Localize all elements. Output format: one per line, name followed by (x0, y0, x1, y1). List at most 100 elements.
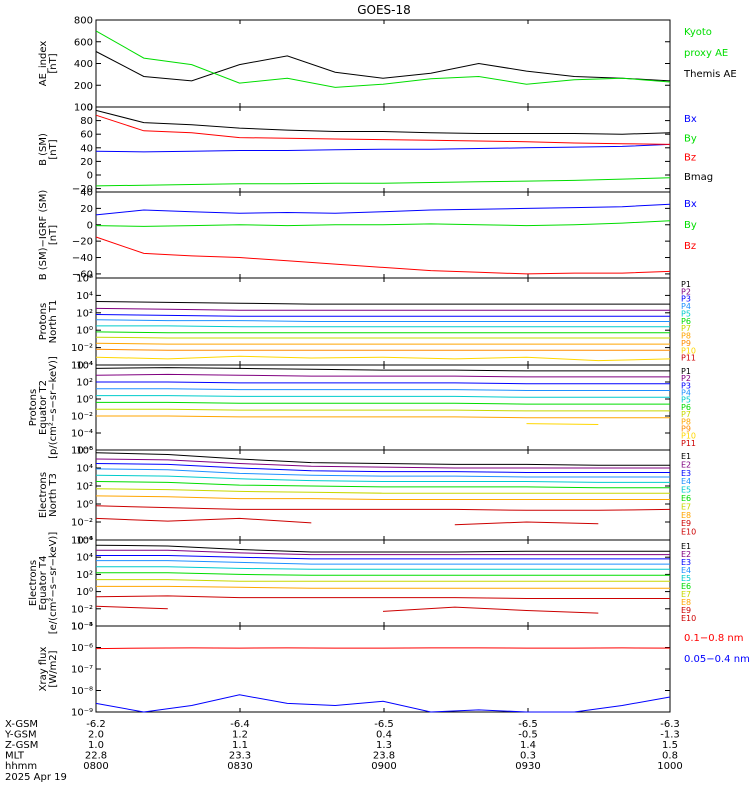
series-line-P1 (95, 301, 670, 305)
ephemeris-value: 1000 (657, 761, 682, 772)
series-line-E7 (96, 579, 670, 582)
ephemeris-value: 22.8 (85, 751, 107, 762)
y-axis-label: Equator T2 (38, 380, 49, 435)
y-axis-label: [nT] (48, 225, 59, 245)
ephemeris-value: 1.1 (232, 740, 248, 751)
date-label: 2025 Apr 19 (5, 772, 67, 783)
series-line-P4 (95, 319, 670, 322)
series-line-P4 (96, 388, 670, 391)
series-line-E9 (95, 505, 671, 511)
series-line-E9 (95, 595, 670, 599)
y-tick-label: 20 (80, 157, 93, 168)
ephemeris-value: -6.4 (230, 719, 250, 730)
legend-label: E9 (681, 519, 691, 528)
y-tick-label: −20 (72, 184, 93, 195)
panel-frame (95, 539, 671, 627)
series-line-E10 (382, 606, 599, 614)
series-line-P9 (95, 348, 670, 351)
y-axis-label: [p/(cm²−s−sr−keV)] (48, 356, 59, 459)
ephemeris-value: 0830 (227, 761, 252, 772)
legend-label: Bx (684, 199, 697, 210)
series-line-Kyoto proxy AE (95, 30, 671, 88)
y-tick-label: 10⁶ (76, 536, 93, 547)
y-tick-label: 200 (74, 81, 93, 92)
ephemeris-value: -6.3 (660, 719, 680, 730)
legend-label: Themis AE (683, 69, 737, 80)
legend-label: P11 (681, 354, 696, 363)
y-tick-label: 10⁻⁴ (71, 536, 93, 547)
legend-label: Bx (684, 114, 697, 125)
ephemeris-row-label: MLT (5, 751, 25, 762)
legend-label: 0.1−0.8 nm (684, 633, 743, 644)
series-line-E4 (95, 468, 670, 478)
y-tick-label: 0 (87, 220, 93, 231)
ephemeris-value: -6.2 (86, 719, 106, 730)
y-axis-label: [nT] (48, 139, 59, 159)
x-axis-labels: X-GSM -6.2 -6.4 -6.5 -6.5 -6.3 Y-GSM 2.0 1.2 0.4 -… (4, 719, 683, 783)
y-tick-label: 20 (80, 204, 93, 215)
ephemeris-value: -6.5 (518, 719, 538, 730)
y-tick-label: 600 (74, 37, 93, 48)
legend-label: Kyoto (684, 27, 712, 38)
y-axis-label: B (SM)−IGRF (SM) (38, 190, 49, 281)
series-line-E3 (95, 463, 670, 473)
y-tick-label: 10⁻⁶ (71, 643, 93, 654)
legend-label: proxy AE (684, 48, 728, 59)
y-axis-label: North T3 (48, 473, 59, 517)
y-axis-label: Electrons (38, 472, 49, 518)
y-tick-label: 10⁶ (76, 274, 93, 285)
ephemeris-value: 0800 (83, 761, 108, 772)
legend-label: 0.05−0.4 nm (684, 654, 750, 665)
legend-label: E1 (681, 452, 691, 461)
legend-label: E1 (681, 542, 691, 551)
y-tick-label: 10⁴ (76, 361, 93, 372)
legend-label: E9 (681, 606, 691, 615)
series-line-E10 (454, 521, 599, 526)
ephemeris-value: 0930 (515, 761, 540, 772)
y-axis-label: North T1 (48, 300, 59, 344)
legend-label: P3 (681, 295, 691, 304)
series-line-Bx (95, 143, 671, 153)
legend-label: E8 (681, 511, 691, 520)
y-tick-label: 10⁻⁶ (71, 446, 93, 457)
series-line-Bz (95, 114, 671, 145)
y-tick-label: 800 (74, 16, 93, 27)
legend-label: P5 (681, 396, 691, 405)
y-tick-label: 10⁻⁵ (71, 622, 93, 633)
ephemeris-value: 23.8 (373, 751, 395, 762)
y-tick-label: 40 (80, 188, 93, 199)
y-axis-label: Xray flux (38, 647, 49, 692)
legend-label: Bz (684, 153, 696, 164)
ephemeris-value: -1.3 (660, 730, 680, 741)
y-tick-label: 10² (76, 482, 93, 493)
y-tick-label: 10⁶ (76, 446, 93, 457)
series-line-0.05–0.4 nm (95, 694, 671, 713)
series-line-By (95, 220, 671, 227)
ephemeris-row-label: Y-GSM (4, 730, 37, 741)
series-line-E7 (95, 488, 670, 494)
y-axis-label: Protons (28, 389, 39, 426)
y-tick-label: 10⁻⁸ (71, 686, 93, 697)
legend-label: P9 (681, 339, 691, 348)
legend-label: P8 (681, 332, 691, 341)
series-line-P3 (96, 381, 670, 385)
legend-label: P5 (681, 309, 691, 318)
series-line-P1 (95, 367, 670, 372)
series-line-E2 (96, 549, 670, 556)
ephemeris-value: 1.3 (376, 740, 392, 751)
ephemeris-value: 2.0 (88, 730, 104, 741)
legend-label: By (684, 220, 697, 231)
y-tick-label: 80 (80, 116, 93, 127)
ephemeris-value: 0.3 (520, 751, 536, 762)
y-axis-label: Protons (38, 303, 49, 340)
series-line-P6 (96, 401, 670, 405)
panel-frame (95, 191, 671, 279)
y-tick-label: 400 (74, 59, 93, 70)
y-axis-label: B (SM) (38, 133, 49, 166)
y-tick-label: 60 (80, 130, 93, 141)
legend-label: P7 (681, 324, 691, 333)
series-line-E3 (96, 555, 670, 560)
